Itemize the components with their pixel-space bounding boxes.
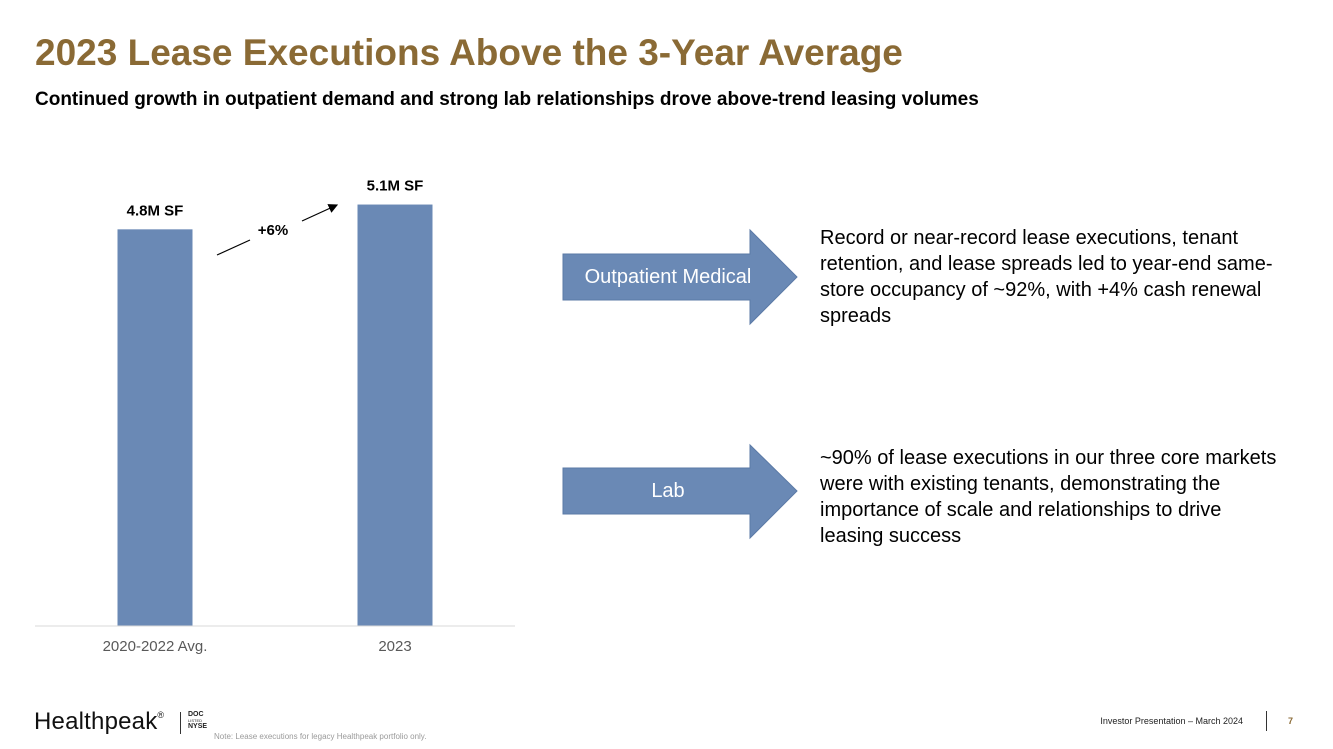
healthpeak-logo: Healthpeak® xyxy=(34,708,165,735)
growth-arrow-right xyxy=(301,204,339,222)
outpatient-arrow-shape xyxy=(562,228,798,326)
x-tick-label: 2020-2022 Avg. xyxy=(103,638,208,655)
growth-annotation: +6% xyxy=(258,222,288,239)
page-number: 7 xyxy=(1288,716,1294,726)
page-subtitle: Continued growth in outpatient demand an… xyxy=(35,89,979,110)
lab-description: ~90% of lease executions in our three co… xyxy=(820,447,1277,547)
x-tick-label: 2023 xyxy=(378,638,411,655)
bar-2023 xyxy=(357,204,433,626)
bar-avg-2020-2022 xyxy=(117,229,193,627)
data-label: 4.8M SF xyxy=(127,202,184,219)
data-label: 5.1M SF xyxy=(367,178,424,195)
presentation-label: Investor Presentation – March 2024 xyxy=(1100,716,1243,726)
logo-divider xyxy=(180,712,181,734)
outpatient-medical-label: Outpatient Medical xyxy=(584,265,752,288)
nyse-ticker: DOC LISTED NYSE xyxy=(188,711,208,730)
lab-label: Lab xyxy=(651,479,685,502)
footer-divider xyxy=(1266,711,1267,731)
lab-arrow-shape xyxy=(562,443,798,540)
growth-arrow-left xyxy=(216,239,251,256)
footnote: Note: Lease executions for legacy Health… xyxy=(214,732,427,741)
page-title: 2023 Lease Executions Above the 3-Year A… xyxy=(35,32,903,73)
outpatient-medical-description: Record or near-record lease executions, … xyxy=(820,227,1273,327)
